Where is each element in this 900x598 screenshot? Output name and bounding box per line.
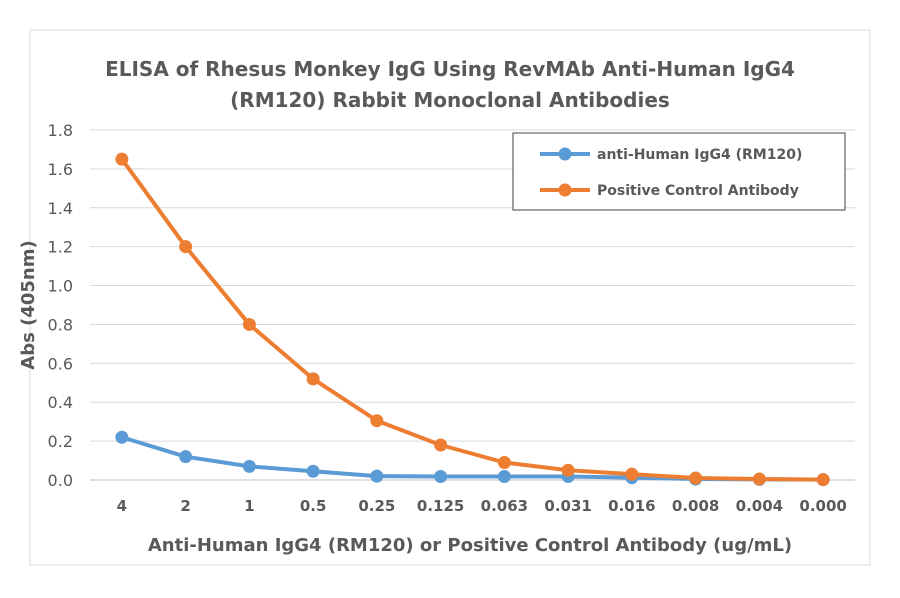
data-point (625, 467, 639, 481)
data-point (242, 317, 256, 331)
x-tick-label: 0.031 (544, 497, 591, 515)
x-tick-label: 0.008 (672, 497, 719, 515)
x-tick-label: 2 (180, 497, 190, 515)
data-point (370, 414, 384, 428)
y-tick-label: 1.2 (48, 238, 73, 257)
y-tick-label: 0.2 (48, 432, 73, 451)
series-line (120, 157, 824, 482)
data-point (497, 456, 511, 469)
x-tick-label: 4 (117, 497, 127, 515)
x-tick-label: 0.5 (300, 497, 327, 515)
y-tick-label: 1.4 (48, 199, 73, 218)
y-tick-label: 0.8 (48, 315, 73, 334)
chart-title-line-2: (RM120) Rabbit Monoclonal Antibodies (230, 88, 670, 112)
x-tick-label: 0.000 (799, 497, 846, 515)
data-point (370, 469, 384, 483)
x-tick-label: 0.004 (736, 497, 783, 515)
data-point (242, 459, 256, 473)
y-tick-label: 0.4 (48, 393, 73, 412)
data-point (434, 438, 448, 452)
data-point (115, 152, 129, 166)
legend-marker (558, 183, 572, 197)
data-point (752, 472, 766, 486)
x-tick-label: 0.016 (608, 497, 655, 515)
y-tick-label: 0.6 (48, 354, 73, 373)
chart-title-line-1: ELISA of Rhesus Monkey IgG Using RevMAb … (105, 57, 795, 81)
x-tick-label: 0.25 (358, 497, 395, 515)
chart-border (29, 29, 871, 566)
y-tick-label: 0.0 (48, 471, 73, 490)
data-point (434, 470, 448, 483)
data-point (497, 470, 511, 483)
x-tick-label: 0.063 (481, 497, 528, 515)
x-axis-label: Anti-Human IgG4 (RM120) or Positive Cont… (148, 535, 792, 556)
data-point (115, 430, 129, 444)
legend-box (512, 132, 846, 211)
series-2 (115, 152, 830, 487)
data-point (689, 471, 703, 485)
y-tick-label: 1.8 (48, 121, 73, 140)
legend: anti-Human IgG4 (RM120) Positive Control … (512, 132, 846, 211)
series-line (121, 435, 824, 482)
y-tick-label: 1.6 (48, 160, 73, 179)
data-point (179, 450, 193, 464)
data-point (816, 473, 830, 487)
data-point (306, 464, 320, 478)
y-tick-label: 1.0 (48, 277, 73, 296)
x-tick-label: 1 (244, 497, 254, 515)
data-point (306, 372, 320, 386)
x-tick-label: 0.125 (417, 497, 464, 515)
legend-label: Positive Control Antibody (597, 183, 799, 199)
data-point (561, 463, 575, 477)
data-point (179, 240, 193, 254)
y-axis-label: Abs (405nm) (18, 240, 39, 369)
legend-label: anti-Human IgG4 (RM120) (597, 147, 802, 163)
legend-marker (558, 147, 572, 161)
